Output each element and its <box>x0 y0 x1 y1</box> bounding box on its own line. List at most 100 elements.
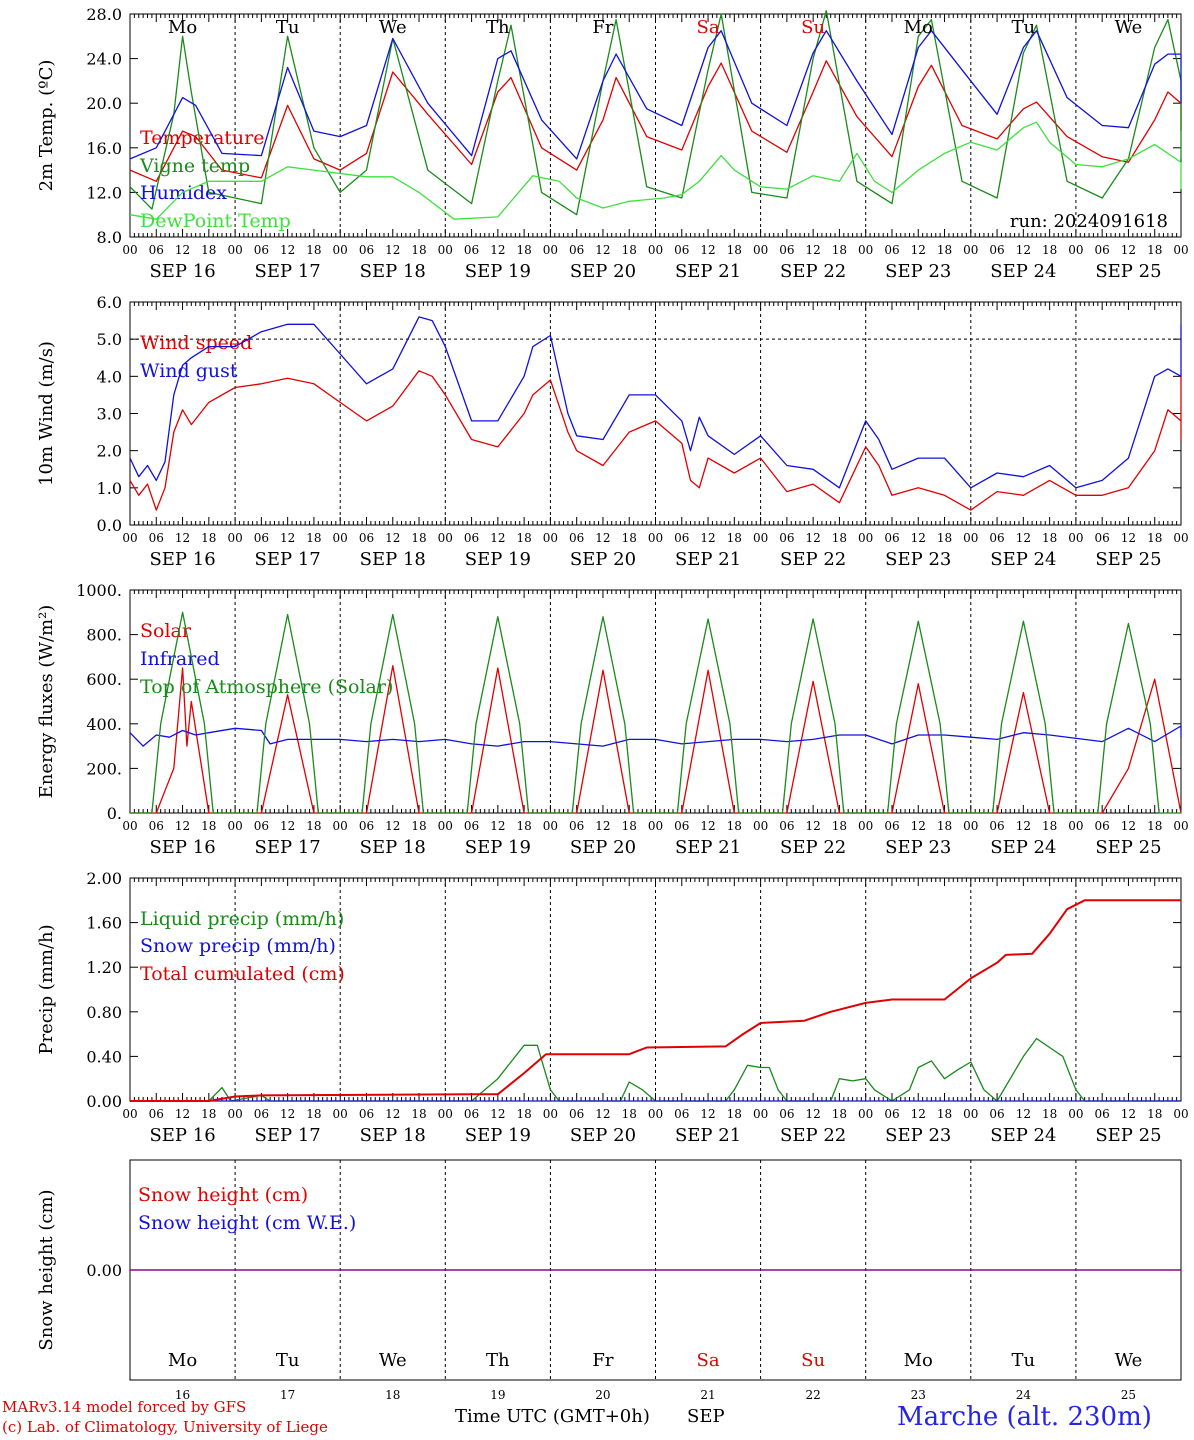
hour-tick-label: 06 <box>674 531 689 545</box>
y-axis-title: Energy fluxes (W/m²) <box>36 605 57 799</box>
weekday-label: Su <box>801 17 825 38</box>
hour-tick-label: 18 <box>411 1107 426 1121</box>
hour-tick-label: 12 <box>490 243 505 257</box>
hour-tick-label: 00 <box>648 819 663 833</box>
y-tick-label: 1.60 <box>86 914 122 933</box>
day-number-label: 21 <box>700 1388 715 1402</box>
hour-tick-label: 00 <box>438 531 453 545</box>
date-label: SEP 23 <box>885 1125 951 1146</box>
weekday-label: Tu <box>276 1350 300 1371</box>
y-tick-label: 3.0 <box>97 405 122 424</box>
hour-tick-label: 18 <box>727 243 742 257</box>
hour-tick-label: 18 <box>622 819 637 833</box>
x-axis-title: Time UTC (GMT+0h) <box>455 1406 650 1427</box>
legend-entry: Snow height (cm W.E.) <box>138 1212 356 1234</box>
y-axis-title: Precip (mm/h) <box>36 924 57 1054</box>
date-label: SEP 19 <box>465 1125 531 1146</box>
hour-tick-label: 12 <box>911 819 926 833</box>
date-label: SEP 25 <box>1095 1125 1161 1146</box>
hour-tick-label: 00 <box>227 531 242 545</box>
y-tick-label: 0. <box>107 804 122 823</box>
hour-tick-label: 00 <box>333 819 348 833</box>
hour-tick-label: 12 <box>1016 1107 1031 1121</box>
hour-tick-label: 18 <box>937 531 952 545</box>
hour-tick-label: 06 <box>1095 1107 1110 1121</box>
day-number-label: 20 <box>595 1388 610 1402</box>
hour-tick-label: 12 <box>806 819 821 833</box>
hour-tick-label: 06 <box>569 243 584 257</box>
hour-tick-label: 06 <box>989 531 1004 545</box>
date-label: SEP 25 <box>1095 549 1161 570</box>
weekday-label: Mo <box>168 1350 197 1371</box>
date-label: SEP 16 <box>149 549 215 570</box>
y-tick-label: 4.0 <box>97 367 122 386</box>
hour-tick-label: 00 <box>1068 531 1083 545</box>
hour-tick-label: 00 <box>122 531 137 545</box>
hour-tick-label: 18 <box>516 1107 531 1121</box>
hour-tick-label: 06 <box>464 243 479 257</box>
legend-entry: Infrared <box>140 648 220 670</box>
hour-tick-label: 00 <box>1068 243 1083 257</box>
hour-tick-label: 12 <box>175 1107 190 1121</box>
hour-tick-label: 18 <box>411 819 426 833</box>
hour-tick-label: 00 <box>543 1107 558 1121</box>
date-label: SEP 21 <box>675 837 741 858</box>
hour-tick-label: 18 <box>516 531 531 545</box>
weekday-label: Mo <box>904 1350 933 1371</box>
legend-entry: Wind gust <box>140 360 238 382</box>
weekday-label: We <box>1115 1350 1143 1371</box>
hour-tick-label: 00 <box>753 819 768 833</box>
hour-tick-label: 00 <box>858 1107 873 1121</box>
hour-tick-label: 00 <box>543 243 558 257</box>
hour-tick-label: 12 <box>1016 243 1031 257</box>
run-annotation: run: 2024091618 <box>1010 211 1168 232</box>
date-label: SEP 21 <box>675 549 741 570</box>
date-label: SEP 23 <box>885 261 951 282</box>
hour-tick-label: 18 <box>306 1107 321 1121</box>
hour-tick-label: 12 <box>490 819 505 833</box>
hour-tick-label: 06 <box>254 1107 269 1121</box>
day-number-label: 25 <box>1121 1388 1136 1402</box>
hour-tick-label: 18 <box>306 243 321 257</box>
weekday-label: Mo <box>904 17 933 38</box>
weekday-label: Fr <box>592 17 613 38</box>
day-number-label: 19 <box>490 1388 505 1402</box>
date-label: SEP 17 <box>255 1125 321 1146</box>
series-line <box>129 370 1182 511</box>
date-label: SEP 19 <box>465 837 531 858</box>
hour-tick-label: 12 <box>175 819 190 833</box>
hour-tick-label: 12 <box>385 1107 400 1121</box>
hour-tick-label: 12 <box>595 819 610 833</box>
hour-tick-label: 12 <box>700 531 715 545</box>
hour-tick-label: 12 <box>175 243 190 257</box>
model-credit: MARv3.14 model forced by GFS <box>2 1398 247 1416</box>
hour-tick-label: 18 <box>1042 819 1057 833</box>
series-line <box>130 665 1182 814</box>
y-tick-label: 0.00 <box>86 1092 122 1111</box>
hour-tick-label: 18 <box>411 531 426 545</box>
hour-tick-label: 00 <box>1068 1107 1083 1121</box>
date-label: SEP 24 <box>990 1125 1056 1146</box>
hour-tick-label: 12 <box>490 1107 505 1121</box>
hour-tick-label: 00 <box>438 1107 453 1121</box>
date-label: SEP 23 <box>885 549 951 570</box>
hour-tick-label: 06 <box>779 819 794 833</box>
hour-tick-label: 06 <box>674 243 689 257</box>
legend-entry: Wind speed <box>140 332 252 354</box>
series-line <box>129 60 1182 182</box>
hour-tick-label: 06 <box>1095 531 1110 545</box>
date-label: SEP 18 <box>360 1125 426 1146</box>
hour-tick-label: 06 <box>989 1107 1004 1121</box>
hour-tick-label: 00 <box>438 243 453 257</box>
hour-tick-label: 00 <box>963 1107 978 1121</box>
hour-tick-label: 06 <box>254 243 269 257</box>
date-label: SEP 23 <box>885 837 951 858</box>
hour-tick-label: 00 <box>227 1107 242 1121</box>
date-label: SEP 21 <box>675 261 741 282</box>
hour-tick-label: 12 <box>280 243 295 257</box>
hour-tick-label: 00 <box>543 819 558 833</box>
hour-tick-label: 06 <box>674 1107 689 1121</box>
hour-tick-label: 12 <box>280 819 295 833</box>
hour-tick-label: 06 <box>989 819 1004 833</box>
hour-tick-label: 12 <box>385 819 400 833</box>
